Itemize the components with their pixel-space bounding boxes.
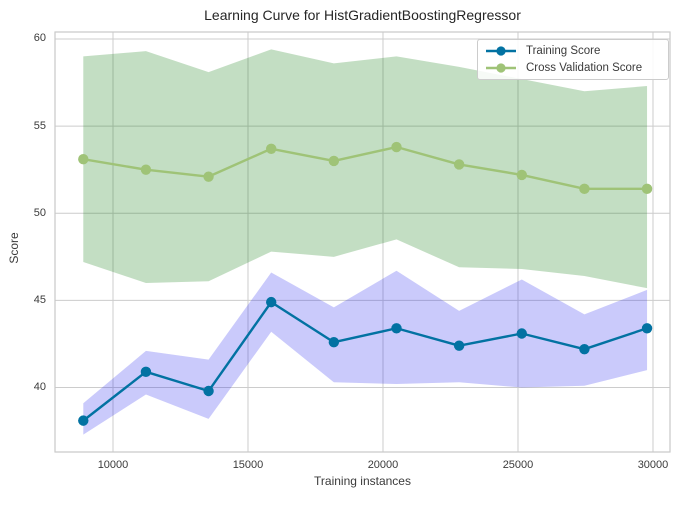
- cross-validation-score-line: [83, 145, 648, 191]
- cross-validation-score-marker: [140, 164, 152, 175]
- training-score-marker: [579, 343, 590, 355]
- y-tick-label: 55: [33, 119, 46, 132]
- cross-validation-score-marker: [328, 155, 340, 167]
- y-tick-label: 50: [33, 206, 46, 219]
- cross-validation-score-marker: [391, 141, 402, 153]
- training-score-marker: [266, 296, 277, 308]
- x-axis-label: Training instances: [314, 474, 411, 488]
- legend: Training Score Cross Validation Score: [477, 39, 669, 80]
- training-score-marker: [516, 328, 527, 339]
- y-tick-label: 60: [33, 32, 46, 45]
- y-tick-label: 45: [33, 293, 46, 306]
- x-tick-label: 30000: [637, 459, 669, 471]
- cross-validation-score-marker: [203, 171, 214, 182]
- cross-validation-score-marker: [641, 183, 653, 195]
- x-tick-label: 10000: [97, 459, 129, 471]
- training-score-line-swatch: [486, 46, 516, 56]
- training-score-band: [83, 270, 648, 435]
- cross-validation-score-marker: [266, 143, 277, 154]
- training-score-marker: [328, 337, 340, 348]
- training-score-marker: [391, 323, 402, 334]
- training-score-marker: [78, 415, 89, 426]
- training-score-marker: [641, 323, 653, 334]
- plot-border: [54, 31, 671, 453]
- cross-validation-score-marker: [579, 183, 590, 195]
- cross-validation-score-line-swatch: [486, 63, 516, 73]
- cross-validation-score-marker: [453, 159, 465, 170]
- legend-label-cross-validation-score: Cross Validation Score: [526, 62, 643, 75]
- training-score-marker: [140, 366, 152, 378]
- x-tick-label: 20000: [367, 459, 399, 471]
- legend-label-training-score: Training Score: [526, 44, 601, 57]
- x-tick-label: 25000: [502, 459, 534, 471]
- training-score-marker: [203, 385, 214, 397]
- cross-validation-score-band: [83, 49, 648, 289]
- y-tick-label: 40: [33, 381, 46, 394]
- training-score-marker: [453, 340, 465, 351]
- cross-validation-score-marker: [78, 154, 89, 165]
- training-score-line: [82, 300, 648, 422]
- y-axis-label: Score: [7, 232, 21, 264]
- cross-validation-score-marker: [516, 169, 527, 181]
- chart-title: Learning Curve for HistGradientBoostingR…: [204, 7, 521, 23]
- x-tick-label: 15000: [232, 459, 264, 471]
- legend-item-training-score: Training Score: [484, 42, 662, 60]
- legend-item-cross-validation-score: Cross Validation Score: [484, 60, 662, 78]
